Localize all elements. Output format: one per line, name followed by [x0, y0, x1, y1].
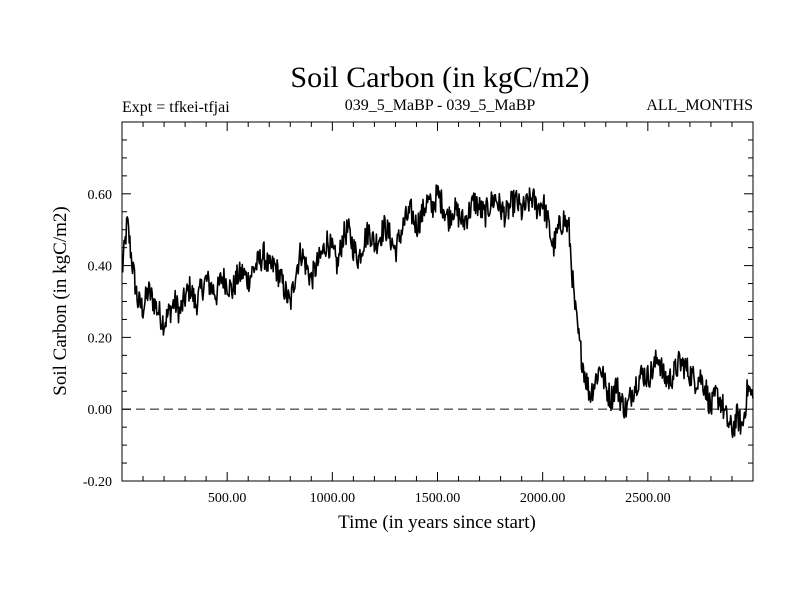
series-line [121, 184, 754, 439]
y-tick-label: -0.20 [83, 475, 112, 490]
x-tick-label: 1500.00 [415, 491, 461, 506]
plot-area: 500.00 1000.00 1500.00 2000.00 2500.00 -0.20 0… [83, 121, 754, 506]
x-tick-label: 2000.00 [520, 491, 566, 506]
y-tick-label: 0.00 [88, 403, 113, 418]
x-tick-label: 500.00 [208, 491, 247, 506]
chart-title: Soil Carbon (in kgC/m2) [290, 61, 589, 94]
period-label: 039_5_MaBP - 039_5_MaBP [345, 97, 536, 114]
x-axis-label: Time (in years since start) [338, 512, 536, 533]
x-tick-label: 2500.00 [625, 491, 671, 506]
x-tick-label: 1000.00 [310, 491, 356, 506]
months-label: ALL_MONTHS [646, 97, 753, 114]
experiment-label: Expt = tfkei-tfjai [122, 99, 230, 116]
y-tick-label: 0.60 [88, 188, 113, 203]
y-tick-label: 0.40 [88, 260, 113, 275]
y-tick-label: 0.20 [88, 331, 113, 346]
y-axis-label: Soil Carbon (in kgC/m2) [50, 206, 71, 395]
